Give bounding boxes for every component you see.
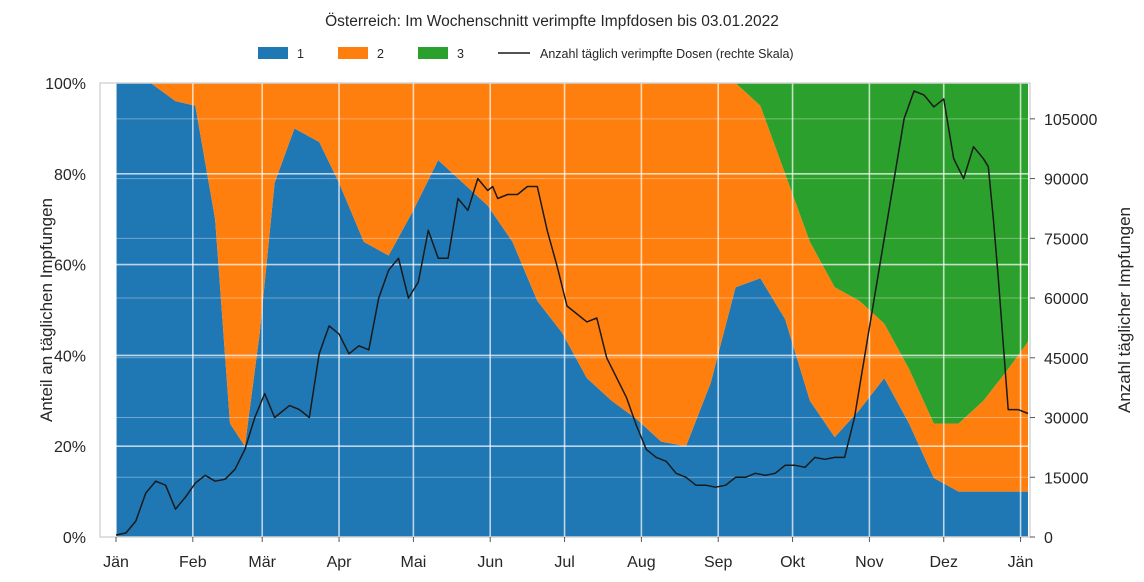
- x-tick-label-10: Nov: [855, 554, 883, 571]
- y-axis-right-title: Anzahl täglicher Impfungen: [1115, 207, 1134, 413]
- y-right-tick-label-4: 60000: [1044, 291, 1089, 308]
- legend-swatch-series-1: [258, 47, 288, 59]
- legend-label-series-2: 2: [377, 47, 384, 61]
- x-tick-label-3: Apr: [327, 554, 353, 571]
- y-right-tick-label-0: 0: [1044, 530, 1053, 547]
- line-series-daily-doses: [115, 90, 1029, 536]
- y-right-tick-label-7: 105000: [1044, 112, 1097, 129]
- x-tick-label-8: Sep: [704, 554, 733, 571]
- legend: 1 2 3 Anzahl täglich verimpfte Dosen (re…: [258, 47, 794, 61]
- x-tick-label-1: Feb: [179, 554, 207, 571]
- x-tick-label-7: Aug: [627, 554, 655, 571]
- y-axis-left-title: Anteil an täglichen Impfungen: [37, 198, 56, 422]
- y-right-tick-label-3: 45000: [1044, 351, 1089, 368]
- y-left-tick-label-2: 40%: [54, 348, 86, 365]
- x-tick-label-0: Jän: [103, 554, 129, 571]
- y-right-tick-label-2: 30000: [1044, 411, 1089, 428]
- y-right-tick-label-5: 75000: [1044, 231, 1089, 248]
- y-right-tick-label-6: 90000: [1044, 172, 1089, 189]
- area-series-3: [116, 83, 1028, 424]
- x-tick-label-12: Jän: [1008, 554, 1034, 571]
- line-layer: [115, 90, 1029, 536]
- x-tick-label-5: Jun: [477, 554, 503, 571]
- chart-title: Österreich: Im Wochenschnitt verimpfte I…: [325, 12, 779, 30]
- legend-swatch-series-3: [418, 47, 448, 59]
- x-tick-label-6: Jul: [554, 554, 574, 571]
- y-left-tick-label-5: 100%: [45, 76, 86, 93]
- x-tick-label-4: Mai: [401, 554, 427, 571]
- y-left-tick-label-4: 80%: [54, 167, 86, 184]
- y-right-tick-label-1: 15000: [1044, 470, 1089, 487]
- y-axis-right-ticks: 0 15000 30000 45000 60000 75000 90000 105000: [1030, 112, 1097, 547]
- stacked-area-group: [116, 83, 1028, 537]
- y-left-tick-label-0: 0%: [63, 530, 86, 547]
- x-axis-ticks: Jän Feb Mär Apr Mai Jun Jul Aug Sep Okt Nov Dez Jän: [103, 537, 1033, 571]
- legend-swatch-series-2: [338, 47, 368, 59]
- y-axis-left-ticks: 0% 20% 40% 60% 80% 100%: [45, 76, 86, 547]
- x-tick-label-2: Mär: [248, 554, 276, 571]
- area-series-2: [116, 83, 1028, 492]
- y-left-tick-label-3: 60%: [54, 258, 86, 275]
- x-tick-label-11: Dez: [930, 554, 958, 571]
- y-left-tick-label-1: 20%: [54, 439, 86, 456]
- legend-label-line: Anzahl täglich verimpfte Dosen (rechte S…: [540, 47, 794, 61]
- area-series-1: [116, 83, 1028, 537]
- legend-label-series-1: 1: [297, 47, 304, 61]
- x-tick-label-9: Okt: [780, 554, 805, 571]
- legend-label-series-3: 3: [457, 47, 464, 61]
